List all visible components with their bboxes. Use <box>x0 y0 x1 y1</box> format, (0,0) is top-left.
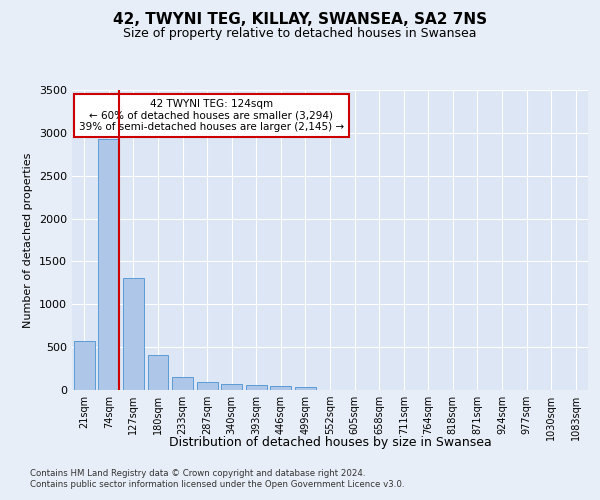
Bar <box>148 355 169 390</box>
Text: Distribution of detached houses by size in Swansea: Distribution of detached houses by size … <box>169 436 491 449</box>
Bar <box>221 384 242 390</box>
Bar <box>197 382 218 390</box>
Text: Contains HM Land Registry data © Crown copyright and database right 2024.: Contains HM Land Registry data © Crown c… <box>30 468 365 477</box>
Bar <box>98 139 119 390</box>
Text: 42 TWYNI TEG: 124sqm
← 60% of detached houses are smaller (3,294)
39% of semi-de: 42 TWYNI TEG: 124sqm ← 60% of detached h… <box>79 99 344 132</box>
Text: 42, TWYNI TEG, KILLAY, SWANSEA, SA2 7NS: 42, TWYNI TEG, KILLAY, SWANSEA, SA2 7NS <box>113 12 487 28</box>
Bar <box>172 376 193 390</box>
Bar <box>246 386 267 390</box>
Bar <box>295 386 316 390</box>
Bar <box>74 341 95 390</box>
Y-axis label: Number of detached properties: Number of detached properties <box>23 152 34 328</box>
Bar <box>123 278 144 390</box>
Text: Size of property relative to detached houses in Swansea: Size of property relative to detached ho… <box>123 28 477 40</box>
Text: Contains public sector information licensed under the Open Government Licence v3: Contains public sector information licen… <box>30 480 404 489</box>
Bar <box>271 386 292 390</box>
